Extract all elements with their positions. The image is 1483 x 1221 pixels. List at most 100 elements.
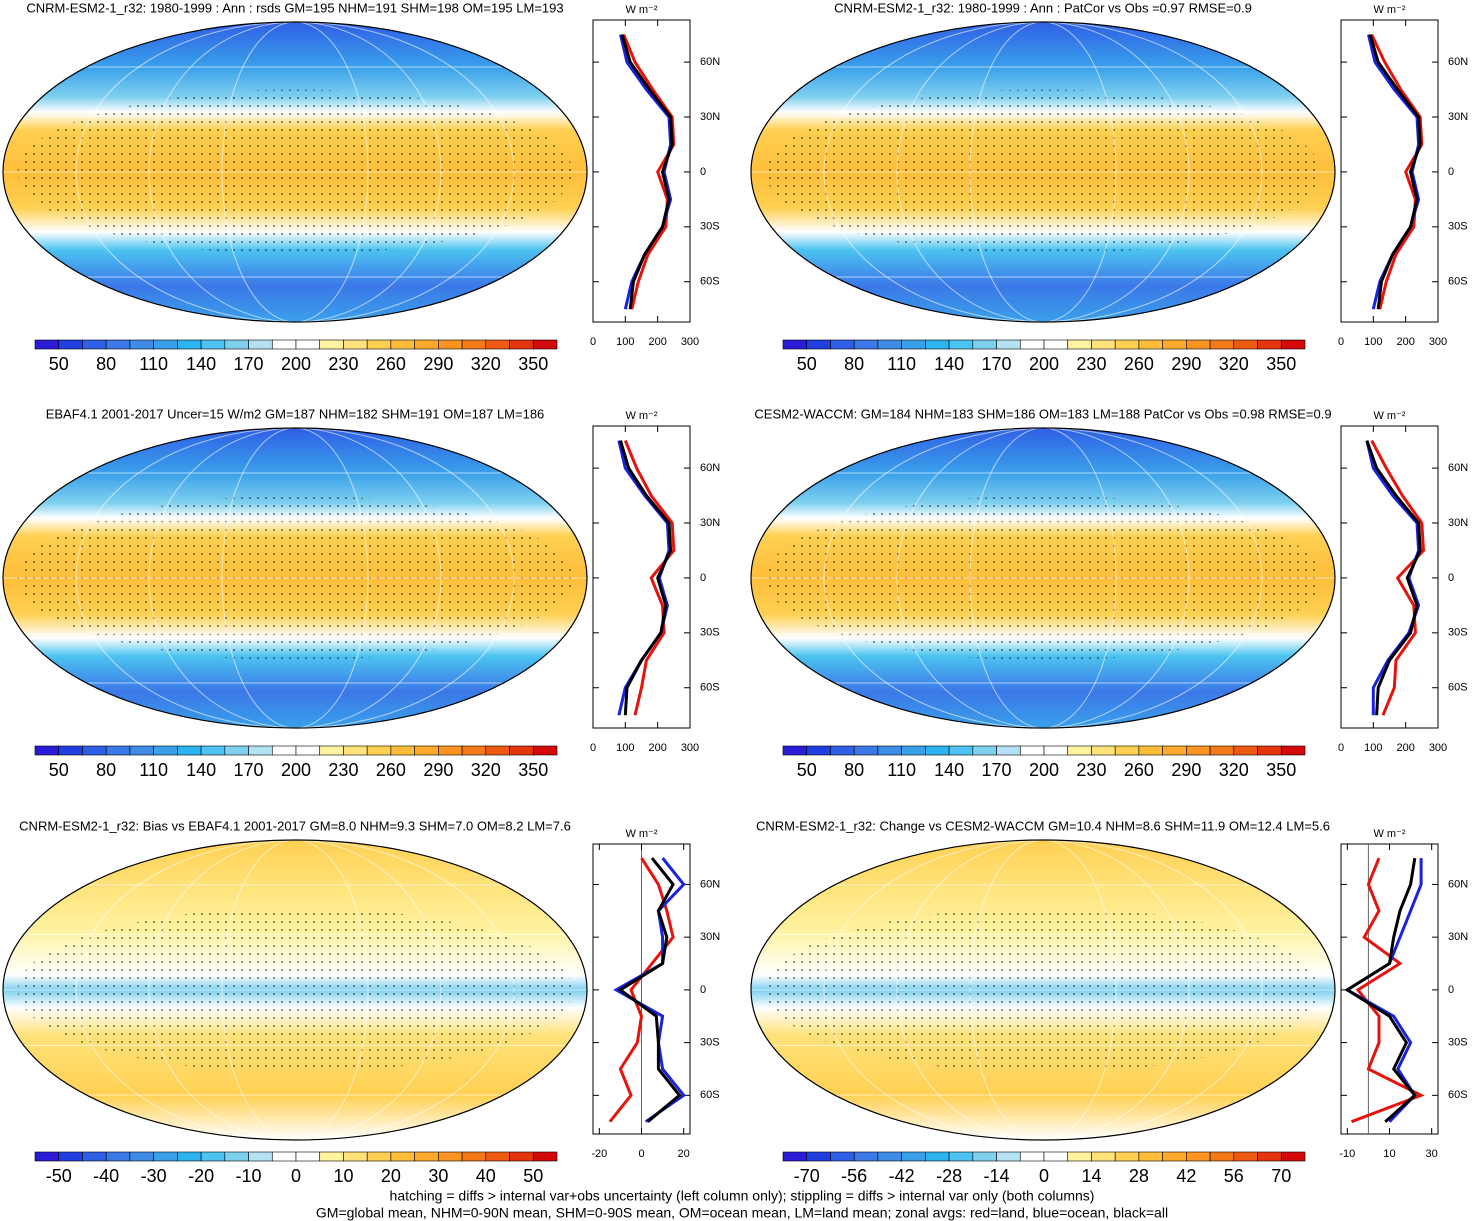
colorbar-label: 80: [96, 760, 116, 780]
colorbar-box: [1280, 745, 1306, 756]
colorbar-label: 20: [381, 1166, 401, 1186]
colorbar-box: [366, 745, 392, 756]
colorbar-box: [1186, 339, 1211, 350]
colorbar-box: [1091, 339, 1116, 350]
colorbar-box: [295, 1151, 321, 1162]
colorbar-label: 290: [423, 354, 453, 374]
colorbar-box: [1019, 745, 1045, 756]
colorbar-box: [972, 745, 997, 756]
colorbar-box: [532, 745, 558, 756]
colorbar-box: [996, 339, 1021, 350]
map: [2, 427, 588, 729]
colorbar-label: 10: [333, 1166, 353, 1186]
colorbar-box: [877, 745, 902, 756]
colorbar-label: 170: [234, 354, 264, 374]
colorbar-label: 50: [523, 1166, 543, 1186]
x-tick-label: 30: [1426, 1148, 1438, 1160]
colorbar-box: [271, 745, 297, 756]
colorbar-label: 230: [328, 354, 358, 374]
colorbar-label: 0: [291, 1166, 301, 1186]
colorbar-box: [1067, 1151, 1092, 1162]
x-tick-label: 100: [1364, 742, 1382, 754]
x-tick-label: 200: [648, 742, 666, 754]
colorbar-box: [853, 339, 879, 350]
colorbar-box: [1043, 339, 1069, 350]
zonal-line: [1368, 34, 1422, 310]
colorbar-label: 80: [844, 354, 864, 374]
y-tick-label: 0: [1448, 572, 1454, 584]
zonal-line: [622, 34, 676, 310]
colorbar-label: 140: [934, 354, 964, 374]
colorbar-box: [1280, 1151, 1306, 1162]
colorbar-box: [1114, 745, 1140, 756]
colorbar-box: [1114, 1151, 1140, 1162]
colorbar-label: 350: [1266, 760, 1296, 780]
colorbar-box: [366, 339, 392, 350]
units: W m⁻²: [625, 4, 657, 16]
colorbar-box: [200, 1151, 226, 1162]
map: [750, 839, 1336, 1141]
y-tick-label: 0: [700, 984, 706, 996]
colorbar-box: [414, 339, 439, 350]
map: [750, 21, 1336, 323]
colorbar-box: [319, 1151, 344, 1162]
colorbar-box: [948, 339, 974, 350]
units: W m⁻²: [1373, 828, 1405, 840]
colorbar-box: [34, 1151, 60, 1162]
colorbar-box: [996, 1151, 1021, 1162]
colorbar-box: [438, 1151, 463, 1162]
colorbar-box: [901, 339, 926, 350]
colorbar-box: [925, 1151, 950, 1162]
colorbar-box: [343, 339, 368, 350]
colorbar-box: [438, 745, 463, 756]
colorbar-box: [153, 745, 178, 756]
colorbar-box: [972, 1151, 997, 1162]
colorbar-box: [901, 1151, 926, 1162]
colorbar-box: [1257, 1151, 1282, 1162]
panel-title: CNRM-ESM2-1_r32: 1980-1999 : Ann : rsds …: [26, 0, 563, 15]
colorbar-box: [58, 339, 83, 350]
colorbar-label: 200: [1029, 760, 1059, 780]
colorbar-box: [1233, 745, 1258, 756]
colorbar-box: [1209, 745, 1235, 756]
x-tick-label: 10: [1383, 1148, 1395, 1160]
colorbar-label: 260: [376, 354, 406, 374]
colorbar-box: [34, 339, 60, 350]
colorbar-label: 30: [428, 1166, 448, 1186]
colorbar-box: [461, 1151, 487, 1162]
colorbar-box: [806, 1151, 831, 1162]
colorbar-box: [782, 1151, 808, 1162]
colorbar-box: [461, 745, 487, 756]
map-border: [750, 839, 1336, 1141]
colorbar-box: [82, 339, 107, 350]
colorbar-box: [129, 339, 154, 350]
x-tick-label: 200: [648, 336, 666, 348]
colorbar-box: [1257, 745, 1282, 756]
colorbar-box: [390, 1151, 415, 1162]
colorbar-box: [82, 745, 107, 756]
note: hatching = diffs > internal var+obs unce…: [390, 1188, 1095, 1204]
colorbar-box: [295, 339, 321, 350]
colorbar-box: [1067, 339, 1092, 350]
colorbar-box: [948, 1151, 974, 1162]
y-tick-label: 0: [700, 166, 706, 178]
profile-frame: [592, 19, 691, 323]
map-border: [750, 427, 1336, 729]
y-tick-label: 60S: [1448, 276, 1468, 288]
y-tick-label: 60S: [700, 276, 720, 288]
colorbar-label: 110: [887, 760, 916, 780]
colorbar-box: [58, 745, 83, 756]
colorbar-label: 290: [1171, 354, 1201, 374]
colorbar-label: 110: [139, 354, 168, 374]
y-tick-label: 30S: [700, 1037, 720, 1049]
colorbar-box: [1019, 339, 1045, 350]
colorbar-box: [153, 339, 178, 350]
map-border: [2, 839, 588, 1141]
colorbar-box: [853, 1151, 879, 1162]
colorbar-box: [925, 339, 950, 350]
colorbar-box: [129, 745, 154, 756]
colorbar-box: [438, 339, 463, 350]
colorbar-label: 320: [1219, 760, 1249, 780]
units: W m⁻²: [1373, 410, 1405, 422]
colorbar-label: 50: [797, 760, 817, 780]
